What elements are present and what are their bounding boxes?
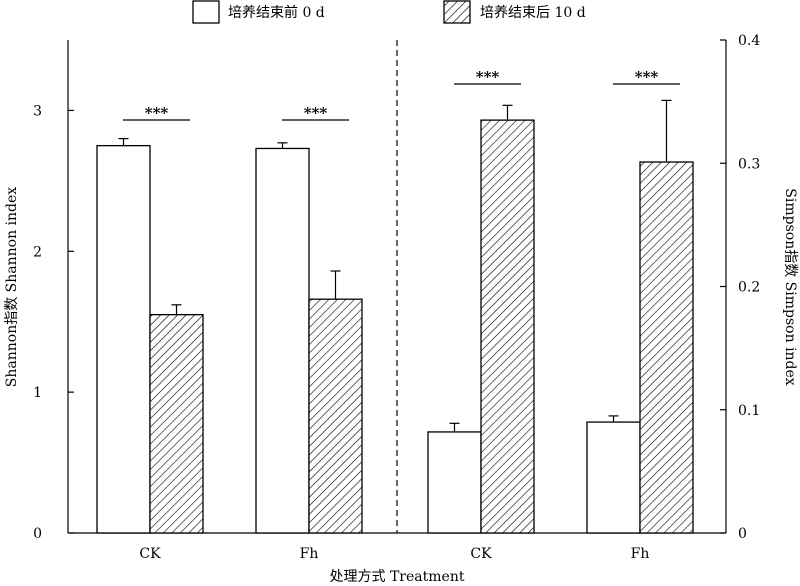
x-tick-label: Fh (300, 546, 319, 562)
bar (480, 119, 535, 534)
legend: 培养结束前 0 d 培养结束后 10 d (192, 0, 586, 24)
significance-label: *** (145, 104, 169, 122)
significance-label: *** (476, 68, 500, 86)
y-tick-label: 0 (33, 526, 42, 542)
y-tick-label: 0.4 (738, 33, 760, 49)
x-tick-labels: CK Fh CK Fh (139, 546, 649, 562)
left-y-ticks: 0 1 2 3 (33, 103, 74, 542)
legend-swatch-before (192, 0, 220, 24)
x-axis-label: 处理方式 Treatment (330, 569, 465, 585)
legend-label-after: 培养结束后 10 d (480, 5, 586, 21)
x-tick-label: CK (470, 546, 492, 562)
bar (308, 298, 363, 534)
legend-label-before: 培养结束前 0 d (228, 4, 325, 21)
left-y-axis-label: Shannon指数 Shannon index (4, 187, 20, 388)
bar (96, 144, 151, 534)
y-tick-label: 0.2 (738, 280, 760, 296)
legend-swatch-after (443, 0, 471, 24)
y-tick-label: 0.1 (738, 403, 760, 419)
bars: *** *** *** *** (96, 68, 694, 534)
y-tick-label: 2 (33, 244, 42, 260)
x-tick-label: CK (139, 546, 161, 562)
y-tick-label: 0 (738, 526, 747, 542)
right-y-ticks: 0 0.1 0.2 0.3 0.4 (720, 33, 760, 542)
y-tick-label: 0.3 (738, 156, 760, 172)
significance-label: *** (635, 68, 659, 86)
y-tick-label: 3 (33, 103, 42, 119)
bar (639, 161, 694, 534)
significance-label: *** (304, 104, 328, 122)
bar (427, 431, 482, 534)
right-y-axis-label: Simpson指数 Simpson index (782, 188, 798, 386)
x-tick-label: Fh (631, 546, 650, 562)
bar (149, 314, 204, 534)
bar (255, 147, 310, 534)
bar (586, 421, 641, 534)
y-tick-label: 1 (33, 385, 42, 401)
